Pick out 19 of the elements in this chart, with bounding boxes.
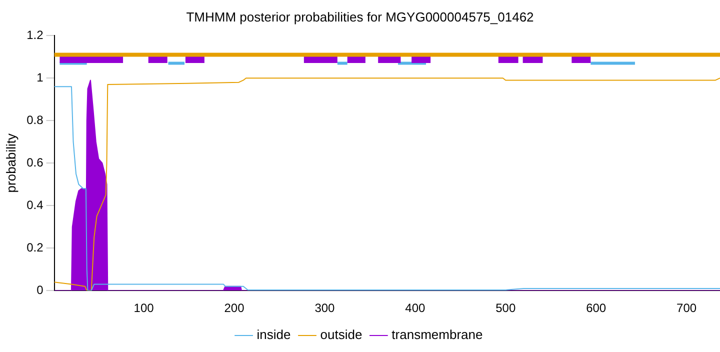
x-tick-label: 100 (134, 301, 154, 316)
chart-title: TMHMM posterior probabilities for MGYG000004575_01462 (186, 9, 534, 24)
y-axis-title: probability (3, 132, 18, 193)
x-tick-label: 300 (314, 301, 336, 316)
x-tick-label: 400 (405, 301, 426, 316)
y-tick-label: 0.4 (26, 198, 44, 212)
x-tick-label: 200 (224, 301, 245, 316)
legend-label: inside (256, 327, 291, 342)
y-tick-label: 1 (36, 70, 44, 84)
x-tick-label: 700 (676, 301, 697, 316)
y-tick-label: 0.8 (26, 112, 44, 127)
x-tick-label: 600 (586, 301, 606, 316)
y-tick-label: 1.2 (26, 28, 44, 42)
y-tick-label: 0 (36, 282, 44, 297)
y-tick-label: 0.2 (26, 240, 44, 254)
x-tick-label: 500 (496, 301, 516, 316)
y-tick-label: 0.6 (26, 155, 44, 170)
legend-label: outside (320, 327, 362, 342)
legend-label: transmembrane (392, 327, 483, 342)
